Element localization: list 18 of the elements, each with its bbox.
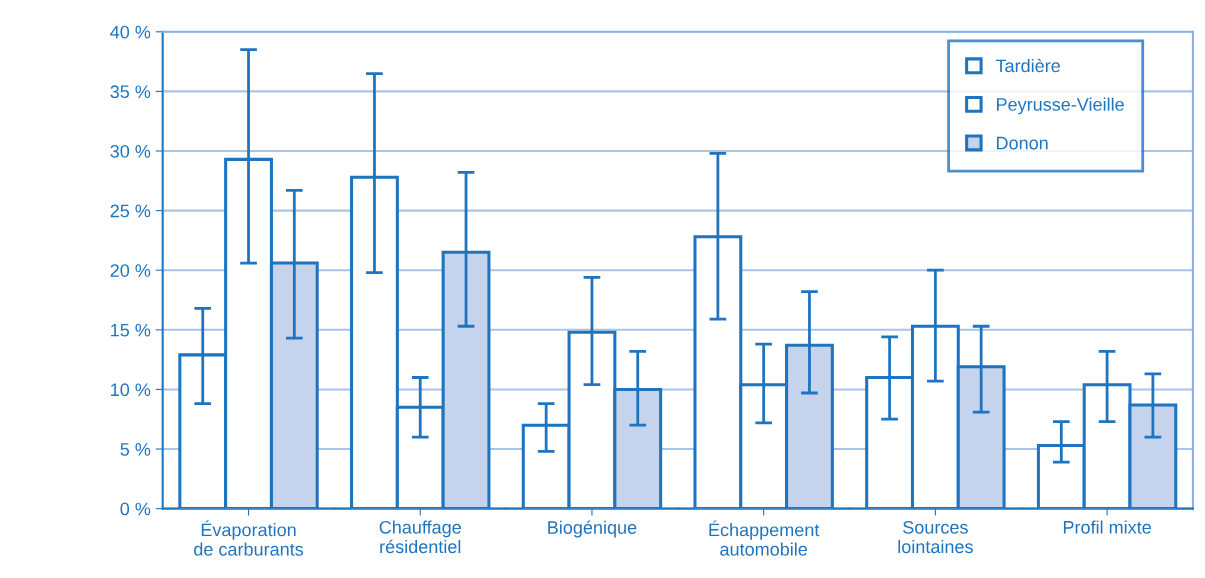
y-tick-label: 30 % [110,144,151,158]
y-tick-label: 0 % [120,502,151,516]
y-tick-label: 10 % [111,383,151,397]
y-tick-label: 25 % [110,204,151,218]
x-tick-label: Échappement automobile [709,520,820,556]
y-tick-label: 40 % [110,25,151,39]
x-tick-label: Sources lointaines [898,520,973,554]
y-tick-label: 20 % [110,264,151,277]
x-tick-label: Évaporation de carburants [194,520,304,556]
legend-label: Tardière [995,58,1060,73]
y-tick-label: 35 % [110,85,151,99]
y-tick-label: 15 % [111,323,151,337]
x-tick-label: Profil mixte [1063,520,1151,534]
legend-label: Donon [997,136,1048,150]
legend-label: Peyrusse-Vieille [997,97,1124,115]
x-tick-label: Biogénique [548,520,637,538]
x-tick-label: Chauffage résidentiel [379,520,461,554]
y-tick-label: 5 % [120,443,151,456]
